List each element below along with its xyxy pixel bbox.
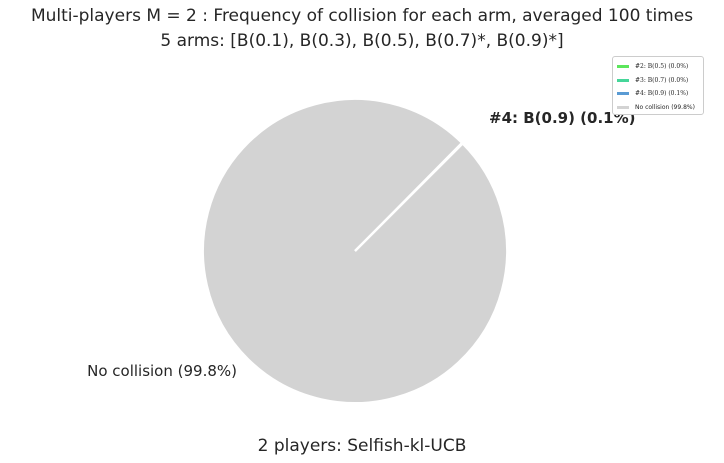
legend-swatch: [617, 78, 629, 82]
legend: #2: B(0.5) (0.0%) #3: B(0.7) (0.0%) #4: …: [612, 56, 704, 115]
legend-swatch: [617, 92, 629, 96]
legend-item: No collision (99.8%): [617, 101, 699, 115]
x-axis-label: 2 players: Selfish-kl-UCB: [257, 436, 467, 456]
legend-swatch: [617, 105, 629, 109]
legend-label: No collision (99.8%): [635, 103, 695, 111]
chart-title: Multi-players M = 2 : Frequency of colli…: [30, 6, 694, 26]
legend-swatch: [617, 65, 629, 69]
legend-label: #4: B(0.9) (0.1%): [635, 90, 689, 98]
slice-separator: [354, 141, 465, 252]
slice-label: No collision (99.8%): [87, 362, 237, 380]
pie-slice: [201, 98, 508, 404]
legend-item: #4: B(0.9) (0.1%): [617, 87, 699, 101]
slice-label: #4: B(0.9) (0.1%): [489, 109, 635, 127]
legend-label: #2: B(0.5) (0.0%): [635, 63, 689, 71]
legend-label: #3: B(0.7) (0.0%): [635, 76, 689, 84]
legend-item: #3: B(0.7) (0.0%): [617, 74, 699, 88]
chart-subtitle: 5 arms: [B(0.1), B(0.3), B(0.5), B(0.7)*…: [160, 31, 564, 51]
legend-item: #2: B(0.5) (0.0%): [617, 60, 699, 74]
